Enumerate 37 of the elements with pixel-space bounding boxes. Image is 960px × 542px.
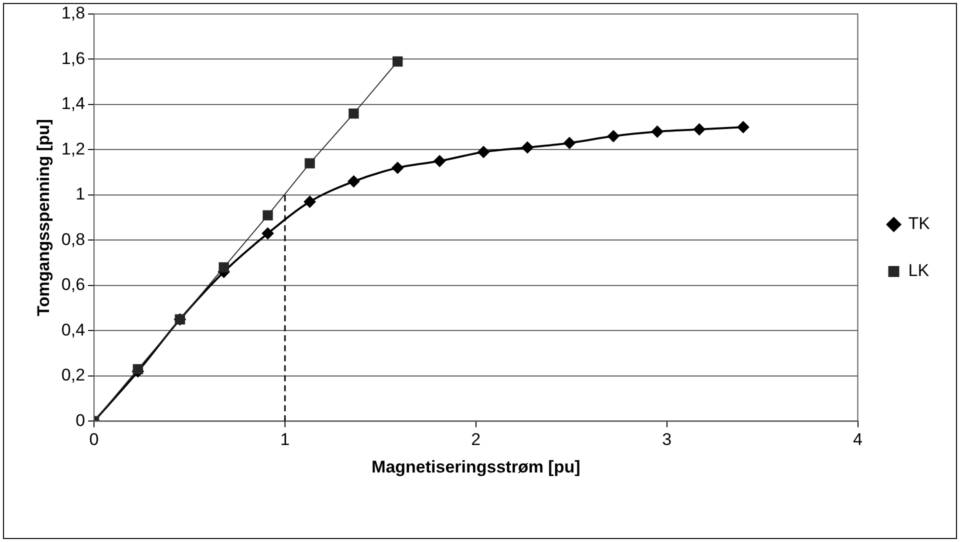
point: [478, 146, 490, 158]
point: [304, 158, 315, 168]
y-axis-title: Tomgangsspenning [pu]: [34, 119, 53, 316]
y-tick-label: 1,8: [61, 4, 86, 23]
point: [132, 364, 144, 374]
x-tick-label: 3: [662, 430, 672, 450]
x-tick-label: 4: [853, 430, 863, 450]
y-tick-label: 1,6: [61, 48, 86, 68]
point: [392, 56, 403, 67]
point: [563, 136, 576, 149]
x-tick-label: 2: [471, 430, 481, 450]
x-axis-title: Magnetiseringsstrøm [pu]: [372, 457, 580, 476]
point: [607, 130, 620, 142]
x-tick-label: 0: [89, 430, 99, 450]
y-tick-label: 0,8: [61, 230, 86, 249]
y-tick-label: 0: [76, 410, 86, 430]
point: [693, 123, 706, 136]
y-tick-label: 1,2: [61, 139, 86, 158]
y-tick-label: 0,4: [61, 320, 86, 340]
point: [392, 162, 404, 174]
point: [262, 210, 273, 220]
point: [521, 141, 534, 154]
point: [348, 108, 359, 119]
point: [304, 196, 316, 208]
legend-label: LK: [908, 261, 930, 280]
point: [262, 227, 274, 240]
x-tick-label: 1: [280, 430, 290, 450]
y-tick-label: 1,4: [61, 94, 86, 114]
point: [651, 126, 664, 138]
legend-label: TK: [908, 214, 931, 234]
point: [434, 155, 446, 168]
y-tick-label: 1: [76, 184, 86, 204]
y-tick-label: 0,6: [61, 275, 86, 294]
y-tick-label: 0,2: [61, 366, 86, 385]
point: [348, 175, 360, 188]
point: [737, 121, 750, 134]
point: [218, 262, 229, 272]
